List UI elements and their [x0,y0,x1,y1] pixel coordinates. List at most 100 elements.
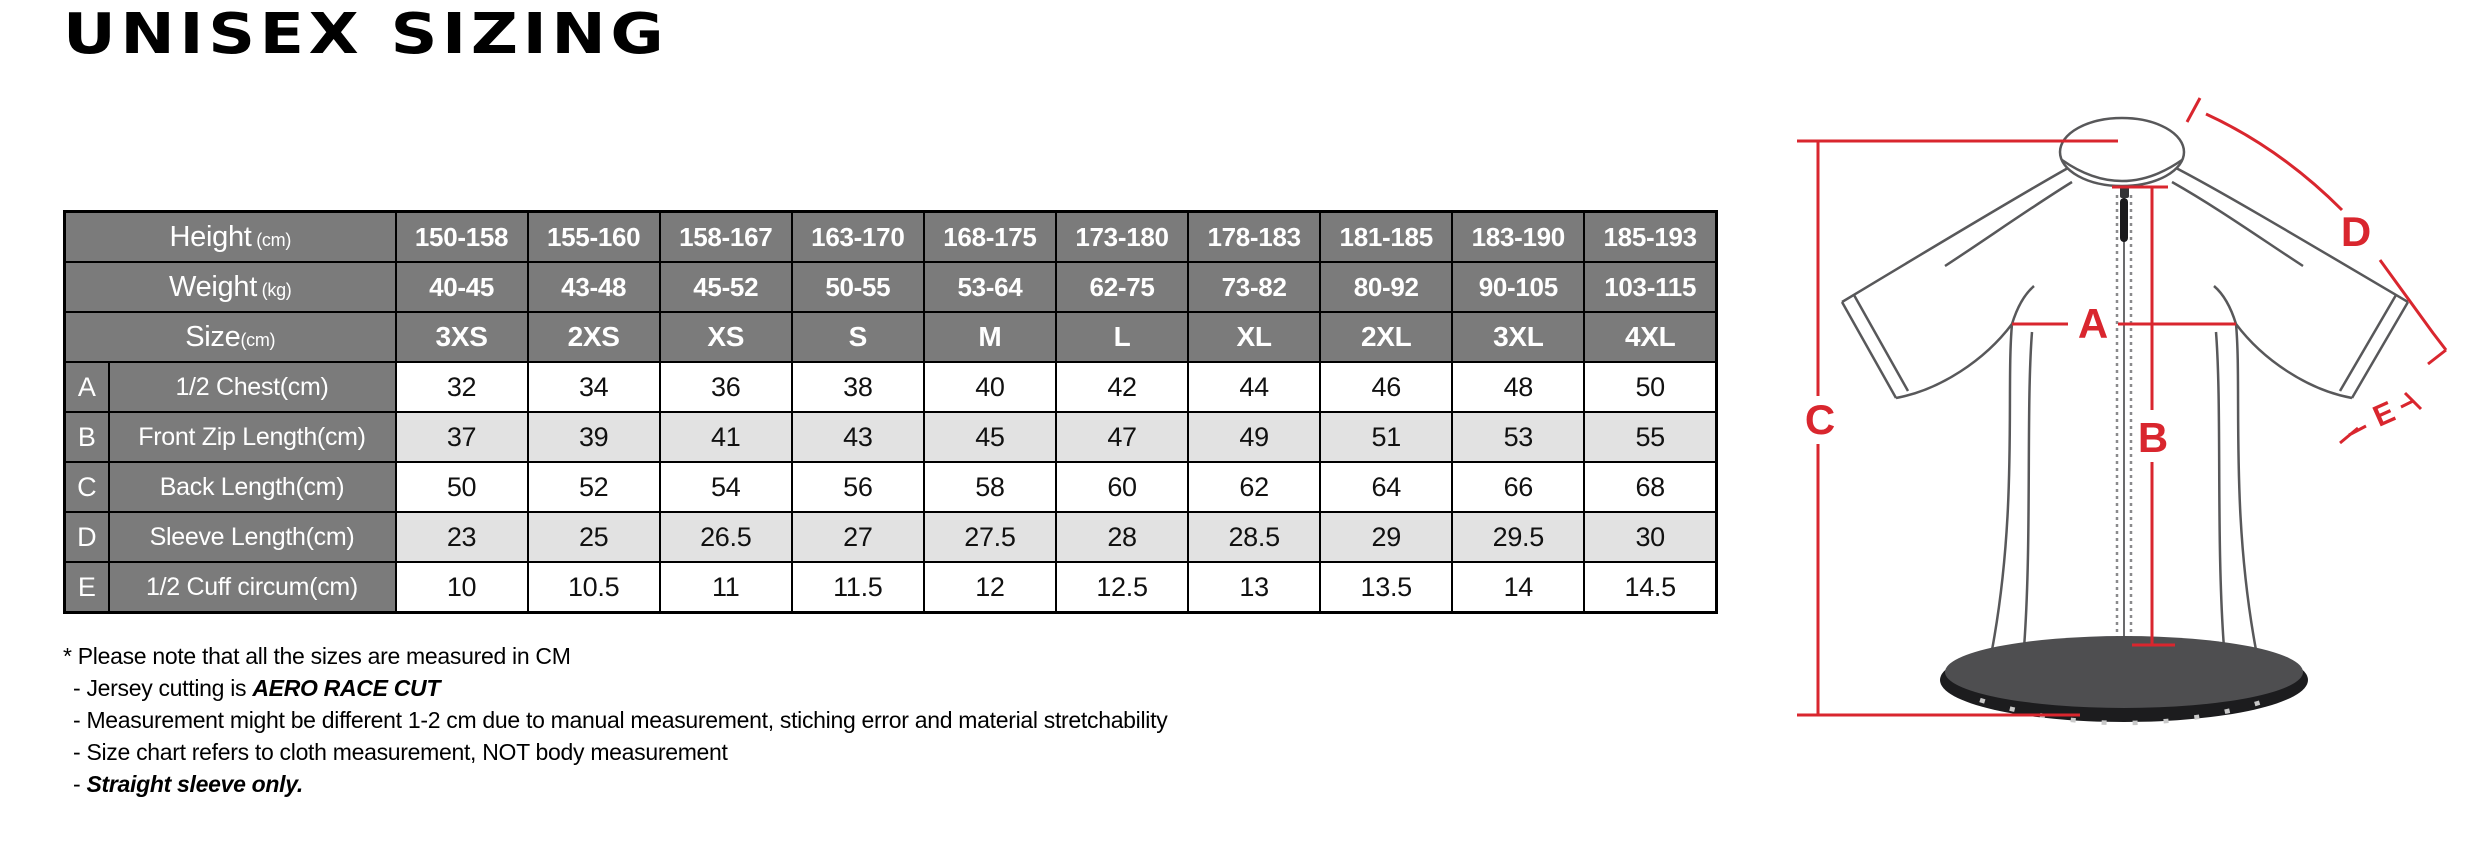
size-cell: 2XS [526,311,661,363]
value-cell: 26.5 [658,511,793,563]
diagram-label-c: C [1805,396,1835,443]
range-cell: 181-185 [1319,210,1454,263]
value-cell: 30 [1583,511,1718,563]
value-cell: 51 [1319,411,1454,463]
footnote-line: - Jersey cutting is AERO RACE CUT [73,675,441,701]
value-cell: 14.5 [1583,561,1718,614]
value-cell: 32 [394,361,529,413]
right-sleeve [2235,323,2353,400]
footnote-line: - Straight sleeve only. [73,771,303,797]
value-cell: 28.5 [1187,511,1322,563]
value-cell: 46 [1319,361,1454,413]
value-cell: 11 [658,561,793,614]
size-cell: 2XL [1319,311,1454,363]
hem-gripper [1940,636,2308,726]
header-row: Weight (kg) 40-45 43-48 45-52 50-55 53-64 62-7… [63,261,1718,313]
measurement-row: B Front Zip Length(cm) 37 39 41 43 45 47 49 51 53 5… [63,411,1718,463]
collar [2058,116,2186,188]
value-cell: 64 [1319,461,1454,513]
zipper-icon [2115,190,2133,645]
value-cell: 29 [1319,511,1454,563]
page-title: UNISEX SIZING [63,2,669,67]
range-cell: 73-82 [1187,261,1322,313]
value-cell: 53 [1451,411,1586,463]
row-label: Sleeve Length(cm) [107,511,397,563]
range-cell: 53-64 [922,261,1057,313]
value-cell: 52 [526,461,661,513]
row-label: Front Zip Length(cm) [107,411,397,463]
diagram-label-a: A [2078,300,2108,347]
header-row-label: Weight (kg) [63,261,397,313]
range-cell: 50-55 [790,261,925,313]
value-cell: 37 [394,411,529,463]
body-right-edge [2234,323,2258,651]
measurement-lines [1797,97,2448,717]
value-cell: 56 [790,461,925,513]
row-letter: E [63,561,110,614]
row-label: Back Length(cm) [107,461,397,513]
value-cell: 39 [526,411,661,463]
value-cell: 12.5 [1054,561,1190,614]
row-letter: C [63,461,110,513]
header-row: Height (cm) 150-158 155-160 158-167 163-170 1… [63,210,1718,263]
value-cell: 45 [922,411,1057,463]
jersey-diagram: A B C D E [1797,97,2448,726]
footnotes: * Please note that all the sizes are mea… [63,640,1373,800]
value-cell: 42 [1054,361,1190,413]
value-cell: 43 [790,411,925,463]
diagram-label-e: E [2368,395,2400,433]
value-cell: 41 [658,411,793,463]
value-cell: 12 [922,561,1057,614]
value-cell: 13 [1187,561,1322,614]
size-cell: XL [1187,311,1322,363]
footnote-line: - Size chart refers to cloth measurement… [73,739,728,765]
row-label: 1/2 Chest(cm) [107,361,397,413]
measure-line-back-length [1797,139,2118,717]
value-cell: 55 [1583,411,1718,463]
size-cell: M [922,311,1057,363]
row-letter: A [63,361,110,413]
zipper-pull [2120,186,2129,198]
measurement-row: E 1/2 Cuff circum(cm) 10 10.5 11 11.5 12 12.5 13… [63,561,1718,614]
value-cell: 11.5 [790,561,925,614]
value-cell: 28 [1054,511,1190,563]
value-cell: 44 [1187,361,1322,413]
value-cell: 48 [1451,361,1586,413]
header-row-label: Size(cm) [63,311,397,363]
range-cell: 150-158 [394,210,529,263]
value-cell: 47 [1054,411,1190,463]
value-cell: 66 [1451,461,1586,513]
range-cell: 80-92 [1319,261,1454,313]
value-cell: 60 [1054,461,1190,513]
range-cell: 168-175 [922,210,1057,263]
value-cell: 14 [1451,561,1586,614]
value-cell: 25 [526,511,661,563]
left-sleeve [1895,323,2013,400]
value-cell: 23 [394,511,529,563]
size-cell: 3XL [1451,311,1586,363]
range-cell: 183-190 [1451,210,1586,263]
value-cell: 38 [790,361,925,413]
jersey-outline [1840,116,2410,651]
footnote-line: * Please note that all the sizes are mea… [63,643,571,669]
measurement-row: D Sleeve Length(cm) 23 25 26.5 27 27.5 28 28.5 29… [63,511,1718,563]
range-cell: 173-180 [1054,210,1190,263]
range-cell: 155-160 [526,210,661,263]
range-cell: 185-193 [1583,210,1718,263]
range-cell: 158-167 [658,210,793,263]
value-cell: 27.5 [922,511,1057,563]
size-cell: 3XS [394,311,529,363]
value-cell: 49 [1187,411,1322,463]
value-cell: 62 [1187,461,1322,513]
value-cell: 10 [394,561,529,614]
range-cell: 40-45 [394,261,529,313]
value-cell: 29.5 [1451,511,1586,563]
range-cell: 62-75 [1054,261,1190,313]
measure-line-cuff [2339,391,2423,445]
range-cell: 103-115 [1583,261,1718,313]
measurement-row: A 1/2 Chest(cm) 32 34 36 38 40 42 44 46 48 50 [63,361,1718,413]
measure-line-front-zip [2112,185,2175,647]
header-row: Size(cm) 3XS 2XS XS S M L XL 2XL 3XL 4XL [63,311,1718,363]
value-cell: 10.5 [526,561,661,614]
